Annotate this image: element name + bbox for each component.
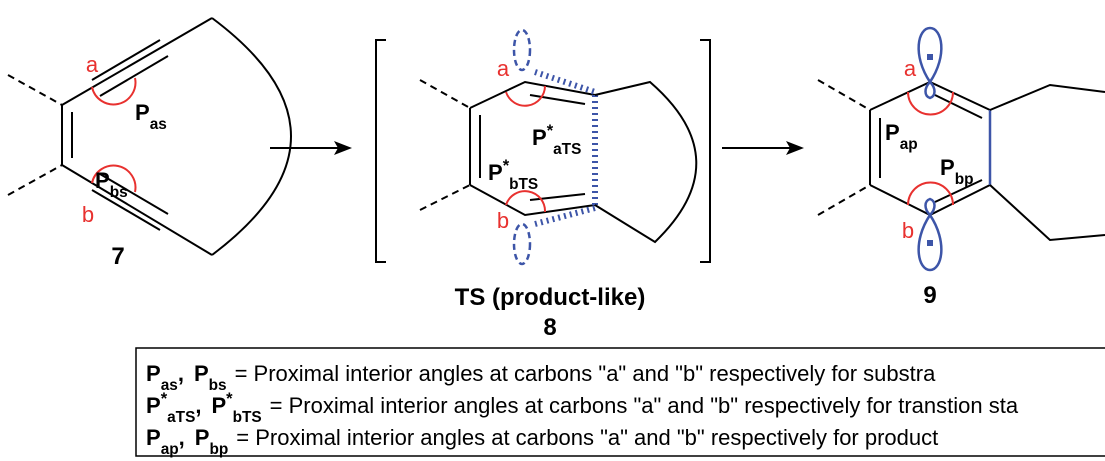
angle-symbol: P: [95, 168, 110, 193]
site-label: b: [497, 208, 509, 233]
angle-subscript: bs: [209, 377, 227, 394]
angle-symbol: P: [146, 393, 161, 418]
angle-subscript: aTS: [167, 409, 195, 426]
ts-caption: TS (product-like): [455, 284, 646, 311]
angle-symbol: P: [146, 361, 161, 386]
angle-symbol: P: [195, 425, 210, 450]
arrow: [722, 141, 804, 155]
angle-symbol: P: [211, 393, 226, 418]
angle-star: *: [503, 157, 510, 175]
site-label: b: [82, 202, 94, 227]
angle-label: P*bTS: [488, 157, 538, 193]
angle-label: P*aTS: [532, 122, 581, 158]
site-label: a: [497, 56, 510, 81]
compound-number: 8: [543, 314, 556, 341]
angle-subscript: as: [150, 116, 167, 133]
angle-subscript: aTS: [553, 141, 581, 158]
angle-label: Pas: [135, 100, 167, 133]
angle-symbol: P: [194, 361, 209, 386]
angle-symbol: P: [146, 425, 161, 450]
angle-subscript: ap: [900, 136, 918, 153]
compound-number: 7: [111, 243, 124, 270]
angle-symbol: P: [532, 125, 547, 150]
angle-subscript: bp: [955, 171, 974, 188]
substrate-structure: [7, 17, 292, 256]
bracket: [375, 39, 386, 263]
product-structure: [817, 26, 1105, 272]
angle-symbol: P: [488, 160, 503, 185]
angle-label: Pbs: [95, 168, 128, 201]
separator: ,: [178, 361, 184, 386]
angle-subscript: ap: [161, 441, 179, 458]
angle-label: Pap: [885, 120, 918, 153]
legend-definition: = Proximal interior angles at carbons "a…: [235, 361, 936, 386]
angle-subscript: bs: [110, 184, 128, 201]
legend-definition: = Proximal interior angles at carbons "a…: [270, 393, 1019, 418]
angle-star: *: [161, 390, 168, 408]
angle-subscript: as: [161, 377, 178, 394]
angle-symbol: P: [940, 155, 955, 180]
angle-symbol: P: [885, 120, 900, 145]
ts-structure: [419, 28, 698, 266]
angle-star: *: [226, 390, 233, 408]
site-label: a: [86, 52, 99, 77]
angle-subscript: bTS: [233, 409, 262, 426]
legend-line: Pas, Pbs = Proximal interior angles at car…: [146, 361, 936, 394]
angle-star: *: [547, 122, 554, 140]
legend-box: [135, 347, 1105, 457]
separator: ,: [195, 393, 201, 418]
angle-subscript: bp: [209, 441, 228, 458]
legend-line: Pap, Pbp = Proximal interior angles at car…: [146, 425, 938, 458]
angle-symbol: P: [135, 100, 150, 125]
site-label: b: [902, 218, 914, 243]
arrow: [270, 141, 352, 155]
angle-subscript: bTS: [509, 176, 538, 193]
compound-number: 9: [923, 282, 936, 309]
legend-line: P*aTS, P*bTS = Proximal interior angles at…: [146, 390, 1019, 426]
separator: ,: [179, 425, 185, 450]
legend-definition: = Proximal interior angles at carbons "a…: [236, 425, 938, 450]
bracket: [700, 39, 711, 263]
site-label: a: [904, 56, 917, 81]
angle-label: Pbp: [940, 155, 974, 188]
